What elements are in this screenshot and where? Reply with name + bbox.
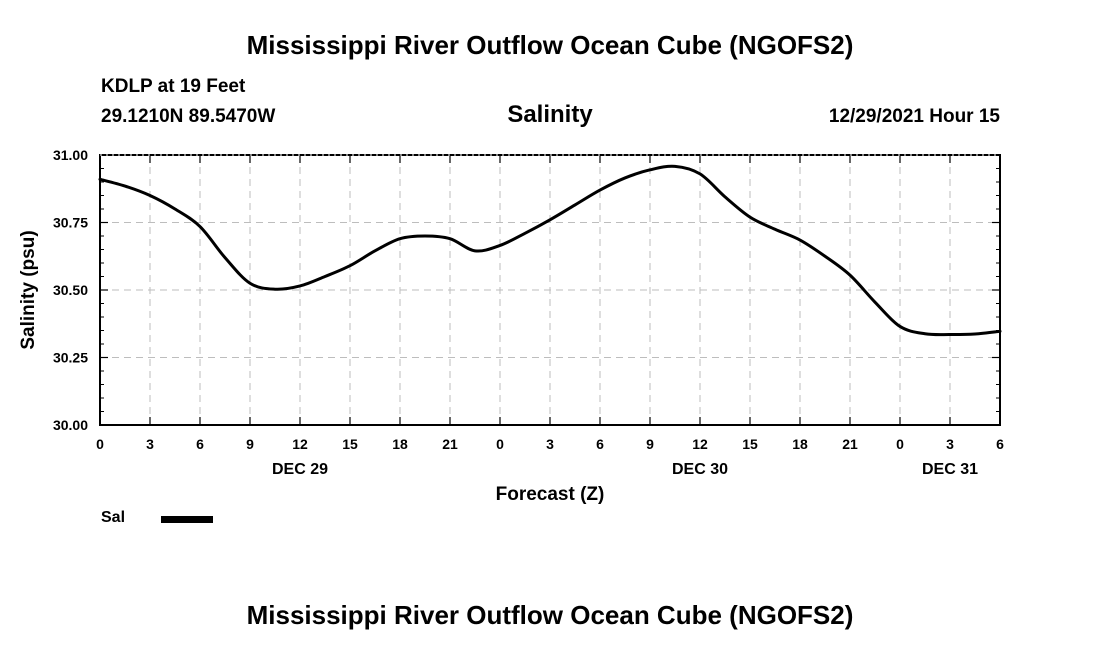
y-tick-labels: 30.00 30.25 30.50 30.75 31.00	[53, 147, 88, 433]
x-tick-label: 6	[596, 436, 604, 452]
date-labels: DEC 29 DEC 30 DEC 31	[272, 461, 978, 478]
x-tick-label: 0	[96, 436, 104, 452]
forecast-datetime: 12/29/2021 Hour 15	[828, 106, 1000, 127]
x-tick-labels: 0 3 6 9 12 15 18 21 0 3 6 9 12 15 18 21 0 3 6	[96, 436, 1004, 452]
y-tick-label: 30.75	[53, 215, 88, 231]
x-tick-label: 3	[146, 436, 154, 452]
x-tick-label: 18	[792, 436, 808, 452]
x-tick-label: 3	[946, 436, 954, 452]
x-tick-label: 21	[842, 436, 858, 452]
date-label: DEC 31	[922, 461, 978, 478]
x-tick-label: 9	[246, 436, 254, 452]
legend-line-swatch	[161, 516, 213, 523]
y-axis-label: Salinity (psu)	[18, 230, 39, 349]
footer-title: Mississippi River Outflow Ocean Cube (NG…	[246, 600, 854, 630]
date-label: DEC 29	[272, 461, 328, 478]
x-tick-label: 21	[442, 436, 458, 452]
x-tick-label: 15	[742, 436, 758, 452]
salinity-series-line	[98, 164, 1002, 337]
x-tick-label: 9	[646, 436, 654, 452]
chart-title: Mississippi River Outflow Ocean Cube (NG…	[246, 30, 854, 60]
legend-label: Sal	[101, 509, 126, 526]
y-tick-label: 31.00	[53, 147, 88, 163]
x-tick-label: 15	[342, 436, 358, 452]
x-tick-label: 0	[496, 436, 504, 452]
x-tick-label: 3	[546, 436, 554, 452]
station-coords: 29.1210N 89.5470W	[101, 106, 276, 127]
x-tick-label: 18	[392, 436, 408, 452]
x-tick-label: 6	[196, 436, 204, 452]
grid-lines	[100, 155, 1000, 425]
y-tick-label: 30.25	[53, 350, 88, 366]
y-tick-label: 30.00	[53, 417, 88, 433]
date-label: DEC 30	[672, 461, 728, 478]
x-tick-label: 0	[896, 436, 904, 452]
variable-title: Salinity	[507, 101, 593, 128]
x-tick-label: 6	[996, 436, 1004, 452]
x-axis-label: Forecast (Z)	[496, 484, 605, 505]
x-tick-label: 12	[292, 436, 308, 452]
station-label: KDLP at 19 Feet	[101, 76, 246, 97]
x-tick-label: 12	[692, 436, 708, 452]
y-tick-label: 30.50	[53, 282, 88, 298]
axis-ticks	[99, 154, 1001, 426]
